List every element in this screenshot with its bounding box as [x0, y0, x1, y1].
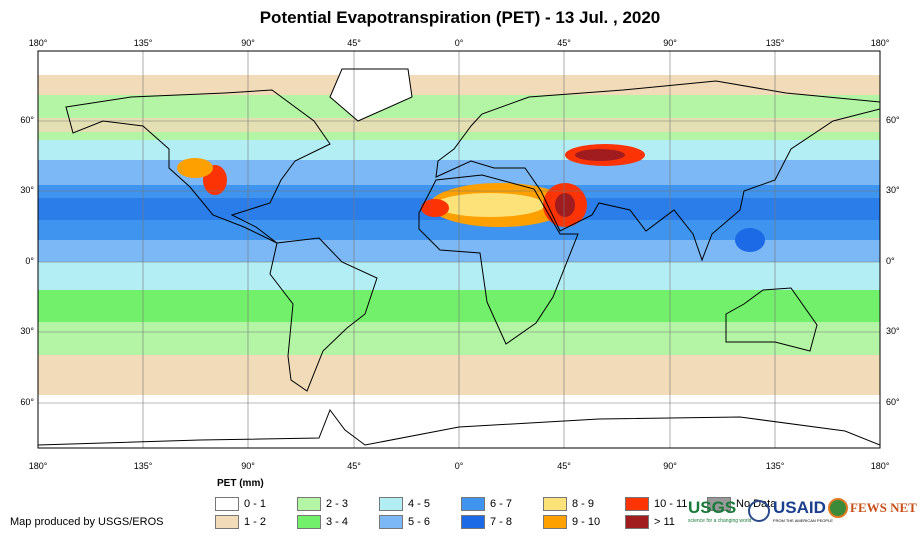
legend-item: 9 - 10: [543, 515, 600, 529]
longitude-label: 135°: [765, 461, 785, 471]
latitude-label: 60°: [20, 397, 34, 407]
credit-text: Map produced by USGS/EROS: [10, 516, 164, 528]
legend-label: 0 - 1: [244, 498, 267, 510]
latitude-label: 60°: [20, 115, 34, 125]
legend-item: 2 - 3: [297, 497, 348, 511]
legend-item: 3 - 4: [297, 515, 348, 529]
legend-label: 6 - 7: [490, 498, 513, 510]
longitude-label: 45°: [557, 461, 571, 471]
legend-swatch: [625, 497, 649, 511]
usaid-logo-text: USAID: [773, 498, 826, 517]
legend-swatch: [543, 515, 567, 529]
australia-outline: [725, 287, 818, 352]
legend-label: 7 - 8: [490, 516, 513, 528]
longitude-label: 45°: [347, 461, 361, 471]
legend-item: 10 - 11: [625, 497, 687, 511]
legend-label: 8 - 9: [572, 498, 595, 510]
legend-item: 4 - 5: [379, 497, 430, 511]
fews-net-logo: FEWS NET: [828, 498, 917, 518]
latitude-label: 30°: [886, 326, 900, 336]
coastlines: [38, 68, 880, 446]
longitude-label: 180°: [870, 38, 890, 48]
legend-swatch: [625, 515, 649, 529]
legend-swatch: [707, 497, 731, 511]
eurasia-outline: [435, 80, 880, 262]
north-america-outline: [65, 89, 331, 244]
latitude-label: 0°: [25, 256, 34, 266]
legend-item: 5 - 6: [379, 515, 430, 529]
legend-label: 10 - 11: [654, 498, 688, 510]
usaid-logo: USAID FROM THE AMERICAN PEOPLE: [748, 498, 833, 523]
graticule: [38, 51, 880, 448]
legend-item: 6 - 7: [461, 497, 512, 511]
greenland-outline: [329, 68, 413, 122]
legend-item: 1 - 2: [215, 515, 266, 529]
latitude-label: 30°: [20, 326, 34, 336]
map-frame: [37, 50, 881, 449]
legend-title: PET (mm): [217, 478, 264, 489]
legend-item: 7 - 8: [461, 515, 512, 529]
legend-label: 5 - 6: [408, 516, 431, 528]
globe-icon: [828, 498, 848, 518]
legend-swatch: [379, 497, 403, 511]
legend-swatch: [215, 515, 239, 529]
longitude-label: 90°: [241, 38, 255, 48]
longitude-label: 90°: [663, 38, 677, 48]
legend-swatch: [461, 497, 485, 511]
longitude-label: 45°: [347, 38, 361, 48]
latitude-label: 60°: [886, 115, 900, 125]
legend-label: 1 - 2: [244, 516, 267, 528]
antarctica-outline: [38, 408, 880, 446]
map-title: Potential Evapotranspiration (PET) - 13 …: [259, 8, 661, 27]
legend-swatch: [379, 515, 403, 529]
longitude-label: 135°: [765, 38, 785, 48]
legend-item: 8 - 9: [543, 497, 594, 511]
legend-item: > 11: [625, 515, 675, 529]
legend-swatch: [215, 497, 239, 511]
longitude-label: 45°: [557, 38, 571, 48]
legend-label: 9 - 10: [572, 516, 601, 528]
latitude-label: 30°: [886, 185, 900, 195]
usaid-tagline: FROM THE AMERICAN PEOPLE: [773, 518, 833, 523]
usaid-seal-icon: [748, 499, 770, 522]
longitude-label: 180°: [870, 461, 890, 471]
legend-swatch: [297, 515, 321, 529]
longitude-label: 90°: [663, 461, 677, 471]
latitude-label: 0°: [886, 256, 895, 266]
longitude-label: 180°: [28, 461, 48, 471]
longitude-label: 180°: [28, 38, 48, 48]
legend-label: 2 - 3: [326, 498, 349, 510]
usgs-tagline: science for a changing world: [688, 518, 752, 524]
longitude-label: 0°: [454, 38, 464, 48]
legend-label: 3 - 4: [326, 516, 349, 528]
usgs-logo: USGS science for a changing world: [688, 498, 751, 524]
longitude-label: 0°: [454, 461, 464, 471]
longitude-label: 90°: [241, 461, 255, 471]
legend-item: 0 - 1: [215, 497, 266, 511]
legend-swatch: [297, 497, 321, 511]
usgs-logo-text: USGS: [688, 498, 737, 517]
legend-swatch: [461, 515, 485, 529]
south-america-outline: [269, 237, 378, 392]
longitude-label: 135°: [133, 38, 153, 48]
longitude-label: 135°: [133, 461, 153, 471]
legend-label: > 11: [654, 516, 675, 528]
latitude-label: 30°: [20, 185, 34, 195]
legend-label: 4 - 5: [408, 498, 431, 510]
latitude-label: 60°: [886, 397, 900, 407]
fews-net-logo-text: FEWS NET: [850, 500, 917, 515]
legend-swatch: [543, 497, 567, 511]
africa-outline: [418, 174, 579, 345]
